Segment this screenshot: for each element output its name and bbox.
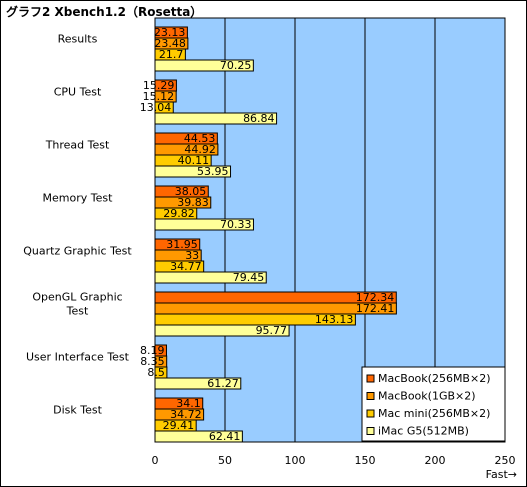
- data-label: 44.53: [184, 132, 216, 145]
- data-label: 79.45: [233, 271, 265, 284]
- category-label: Disk Test: [53, 404, 102, 417]
- x-tick-label: 0: [152, 454, 159, 467]
- x-axis-label: Fast→: [486, 468, 517, 481]
- data-label: 23.13: [154, 26, 186, 39]
- data-label: 34.72: [170, 408, 202, 421]
- data-label: 95.77: [256, 324, 288, 337]
- bar: [154, 112, 278, 125]
- data-label: 39.83: [177, 196, 209, 209]
- category-label: Quartz Graphic Test: [23, 245, 132, 258]
- legend-swatch: [366, 409, 375, 418]
- data-label: 31.95: [166, 238, 198, 251]
- data-label: 53.95: [197, 165, 229, 178]
- category-label: OpenGL Graphic: [32, 291, 122, 304]
- bar: [154, 59, 254, 72]
- bar: [154, 377, 242, 390]
- legend-swatch: [366, 374, 375, 383]
- category-labels: Results CPU Test Thread Test Memory Test Qua…: [23, 33, 132, 417]
- legend: MacBook(256MB×2) MacBook(1GB×2) Mac mini(2…: [361, 366, 506, 442]
- bar: [154, 324, 290, 337]
- x-tick-label: 150: [355, 454, 376, 467]
- data-label: 15.12: [143, 90, 175, 103]
- legend-label: MacBook(1GB×2): [378, 390, 476, 403]
- legend-label: Mac mini(256MB×2): [378, 407, 490, 420]
- data-label: 70.25: [220, 59, 252, 72]
- bar: [154, 430, 243, 443]
- data-label: 29.41: [163, 419, 195, 432]
- category-label: Results: [58, 33, 98, 46]
- category-label: CPU Test: [54, 86, 102, 99]
- bar: [154, 271, 267, 284]
- data-label: 86.84: [243, 112, 275, 125]
- data-label: 13.04: [140, 101, 172, 114]
- data-label: 21.7: [159, 48, 184, 61]
- x-tick-label: 250: [495, 454, 516, 467]
- bar: [154, 165, 232, 178]
- data-label: 33: [185, 249, 199, 262]
- data-label: 38.05: [175, 185, 207, 198]
- data-label: 8.5: [147, 366, 165, 379]
- x-tick-label: 50: [218, 454, 232, 467]
- legend-swatch: [366, 427, 375, 435]
- legend-label: iMac G5(512MB): [378, 425, 469, 438]
- data-label: 143.13: [315, 313, 354, 326]
- data-label: 8.19: [140, 344, 165, 357]
- legend-label: MacBook(256MB×2): [378, 372, 491, 385]
- x-tick-label: 200: [425, 454, 446, 467]
- x-tick-label: 100: [285, 454, 306, 467]
- data-label: 172.34: [356, 291, 395, 304]
- data-label: 44.92: [184, 143, 216, 156]
- bars: [154, 26, 397, 443]
- chart-title: グラフ2 Xbench1.2（Rosetta）: [6, 5, 203, 19]
- legend-swatch: [366, 392, 375, 400]
- data-label: 70.33: [220, 218, 252, 231]
- category-label: Thread Test: [45, 139, 110, 152]
- data-label: 23.48: [154, 37, 186, 50]
- data-label: 8.35: [140, 355, 165, 368]
- category-label: Memory Test: [43, 192, 114, 205]
- data-label: 34.1: [176, 397, 201, 410]
- data-label: 172.41: [356, 302, 395, 315]
- data-label: 40.11: [178, 154, 210, 167]
- data-label: 34.77: [170, 260, 202, 273]
- category-label: User Interface Test: [26, 351, 130, 364]
- data-label: 15.29: [143, 79, 175, 92]
- legend-box: [361, 366, 506, 442]
- data-label: 29.82: [163, 207, 195, 220]
- data-label: 61.27: [207, 377, 239, 390]
- x-tick-labels: 0 50 100 150 200 250: [152, 454, 516, 467]
- bar: [154, 218, 254, 231]
- data-label: 62.41: [209, 430, 241, 443]
- category-label: Test: [66, 305, 89, 318]
